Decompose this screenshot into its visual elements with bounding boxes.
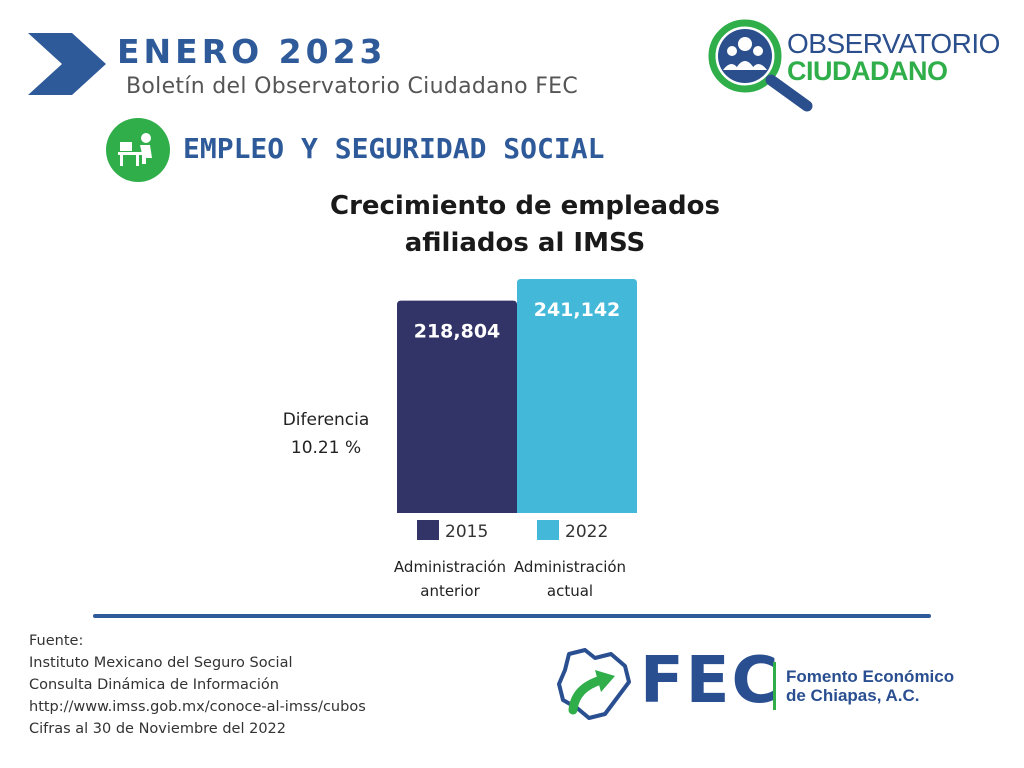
office-worker-icon [106,118,170,182]
difference-value: 10.21 % [290,438,362,458]
difference-label: Diferencia [282,410,370,430]
header-title: ENERO 2023 [117,32,387,71]
chart-title-line1: Crecimiento de empleados [329,191,721,221]
magnifier-people-icon [708,19,813,112]
category-sublabel: anterior [420,582,480,600]
chiapas-map-icon [557,648,631,720]
header-subtitle: Boletín del Observatorio Ciudadano FEC [126,74,579,99]
chart-title-line2: afiliados al IMSS [404,228,646,258]
legend-swatch-2022 [537,520,559,540]
observatorio-logo-line2: CIUDADANO [787,56,948,86]
source-line: Cifras al 30 de Noviembre del 2022 [29,721,286,737]
fec-logo-name-line2: de Chiapas, A.C. [786,686,920,705]
chart-title: Crecimiento de empleados afiliados al IM… [300,188,750,262]
legend-label-2022: 2022 [565,522,608,542]
observatorio-logo-line1: OBSERVATORIO [787,28,1000,59]
divider-line [93,614,931,618]
bar-chart: 218,804 2015 Administración anterior 241,142… [394,279,637,600]
source-line: Fuente: [29,633,84,649]
source-block: Fuente: Instituto Mexicano del Seguro So… [29,630,366,740]
fec-logo-abbr: FEC [640,644,781,718]
source-line: http://www.imss.gob.mx/conoce-al-imss/cu… [29,699,366,715]
legend-label-2015: 2015 [445,522,488,542]
fec-logo-name: Fomento Económico de Chiapas, A.C. [786,667,954,705]
section-title: EMPLEO Y SEGURIDAD SOCIAL [183,132,605,165]
data-label-2022: 241,142 [534,299,621,321]
category-sublabel: Administración [514,558,626,576]
bar-2022 [517,279,637,513]
bar-2015 [397,300,517,513]
observatorio-logo: OBSERVATORIO CIUDADANO [705,18,1005,118]
chevron-arrow-icon [28,33,106,95]
data-label-2015: 218,804 [414,321,501,343]
category-sublabel: actual [547,582,593,600]
source-line: Instituto Mexicano del Seguro Social [29,655,293,671]
category-sublabel: Administración [394,558,506,576]
legend-swatch-2015 [417,520,439,540]
source-line: Consulta Dinámica de Información [29,677,279,693]
fec-logo-name-line1: Fomento Económico [786,667,955,686]
fec-logo-divider [773,662,776,710]
difference-annotation: Diferencia 10.21 % [270,406,382,462]
